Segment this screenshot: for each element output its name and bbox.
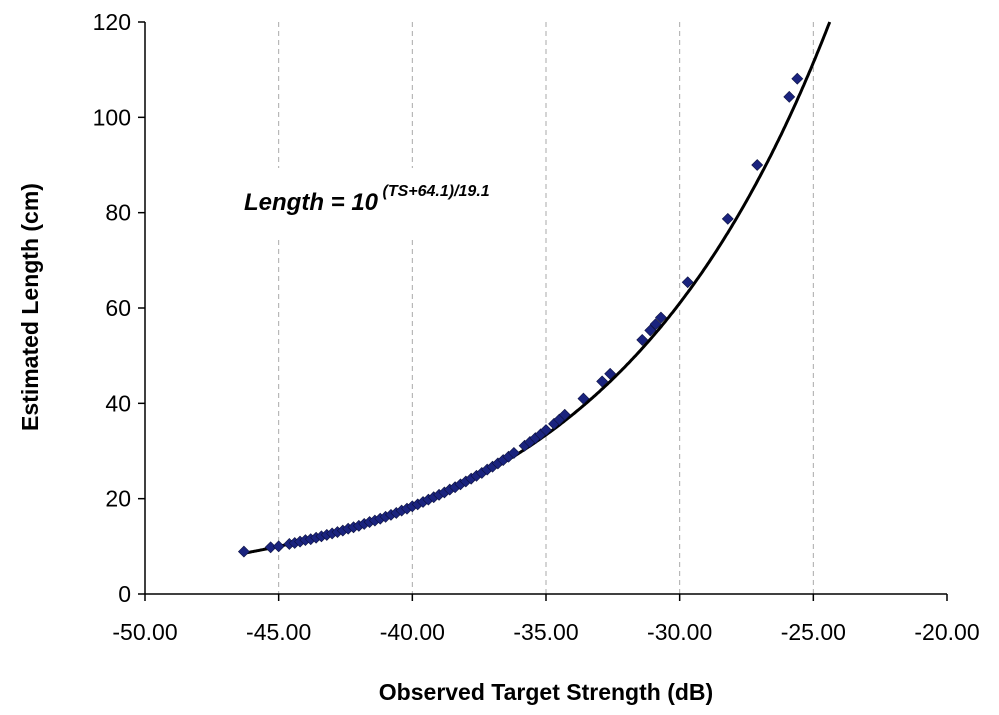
x-tick-label: -35.00: [513, 619, 578, 645]
data-points: [237, 72, 804, 558]
x-tick-label: -20.00: [914, 619, 979, 645]
x-tick-label: -30.00: [647, 619, 712, 645]
data-point: [649, 318, 662, 331]
fit-curve: [243, 21, 832, 555]
equation-exponent: (TS+64.1)/19.1: [382, 183, 489, 200]
x-tick-label: -50.00: [112, 619, 177, 645]
y-tick-label: 60: [105, 295, 131, 321]
x-axis-title: Observed Target Strength (dB): [379, 679, 713, 705]
y-tick-label: 40: [105, 390, 131, 416]
x-tick-label: -40.00: [380, 619, 445, 645]
y-axis-title: Estimated Length (cm): [17, 183, 43, 431]
data-point: [540, 424, 552, 436]
data-point: [604, 367, 617, 380]
data-point: [751, 159, 764, 171]
axes: [138, 21, 948, 601]
x-tick-labels: -50.00 -45.00 -40.00 -35.00 -30.00 -25.00 -20.…: [112, 619, 979, 645]
y-tick-label: 20: [105, 486, 131, 512]
equation-annotation: Length = 10 (TS+64.1)/19.1: [244, 183, 490, 216]
x-tick-label: -25.00: [781, 619, 846, 645]
data-point: [791, 72, 804, 85]
data-point: [655, 311, 667, 324]
data-point: [577, 392, 590, 405]
data-point: [272, 540, 285, 553]
y-tick-labels: 0 20 40 60 80 100 120: [93, 9, 131, 607]
data-point: [636, 334, 649, 346]
y-tick-label: 80: [105, 200, 131, 226]
y-tick-label: 120: [93, 9, 131, 35]
data-point: [596, 375, 609, 388]
equation-base: Length = 10: [244, 189, 379, 216]
data-point: [237, 545, 250, 558]
y-tick-label: 0: [118, 581, 131, 607]
data-point: [507, 446, 520, 459]
gridlines: [278, 22, 814, 594]
y-tick-label: 100: [93, 104, 131, 130]
data-point: [681, 276, 694, 289]
data-point: [783, 90, 796, 103]
data-point: [644, 324, 657, 337]
data-point: [721, 212, 734, 225]
data-point: [558, 408, 571, 421]
x-tick-label: -45.00: [246, 619, 311, 645]
